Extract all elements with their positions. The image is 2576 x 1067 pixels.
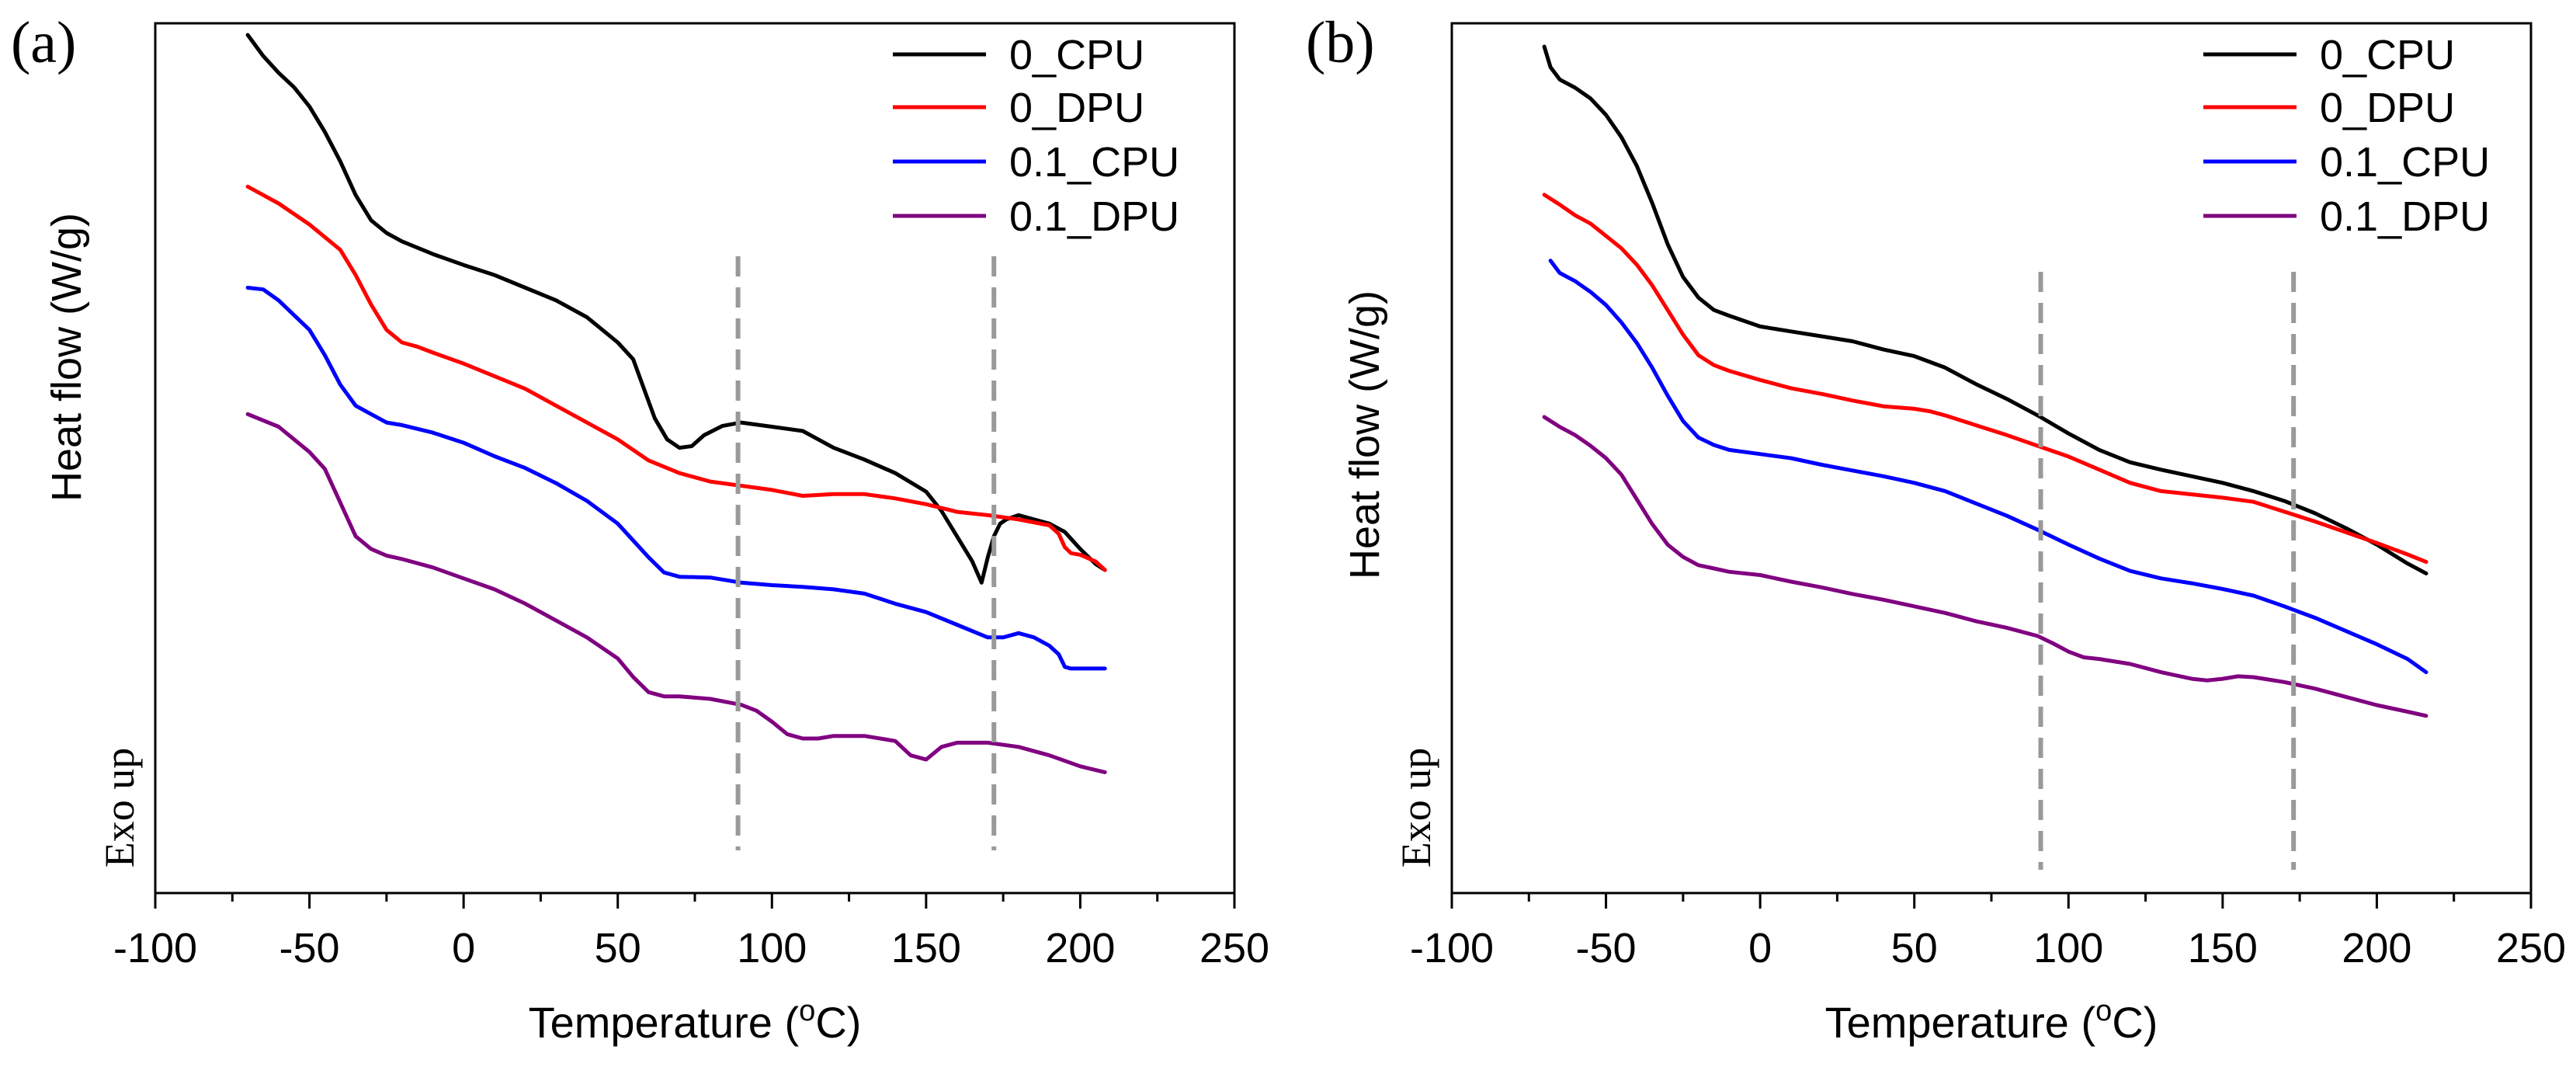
- panel-a-x-axis-title: Temperature (oC): [529, 995, 862, 1047]
- panel-b-x-ticks: [1450, 893, 2533, 909]
- legend-label: 0.1_CPU: [2320, 139, 2490, 186]
- series-line-0.1_CPU: [245, 286, 1107, 671]
- panel-a-label: (a): [11, 10, 76, 75]
- series-line-0_CPU: [1542, 44, 2428, 575]
- x-tick-label: 100: [737, 925, 807, 971]
- panel-b-y-axis-title: Heat flow (W/g): [1342, 290, 1388, 579]
- panel-b: (b) -100 -50 0 50 100 150 200 250 Temper…: [1306, 10, 2566, 1047]
- panel-b-curves: [1542, 44, 2428, 718]
- legend-label: 0_CPU: [2320, 32, 2455, 78]
- x-tick-label: 100: [2033, 925, 2103, 971]
- panel-a-curves: [245, 33, 1107, 774]
- legend-label: 0.1_DPU: [2320, 193, 2490, 240]
- series-line-0.1_DPU: [1542, 415, 2428, 718]
- panel-a-exo-up-label: Exo up: [96, 748, 143, 868]
- panel-a-guide-lines: [735, 256, 997, 850]
- series-line-0_CPU: [245, 33, 1107, 585]
- panel-b-exo-up-label: Exo up: [1393, 748, 1439, 868]
- x-tick-label: 200: [1045, 925, 1115, 971]
- x-axis-unit-close: C): [2112, 998, 2158, 1047]
- x-axis-label: Temperature: [529, 998, 772, 1047]
- x-tick-label: 250: [1199, 925, 1269, 971]
- panel-a-x-ticks: [154, 893, 1236, 909]
- x-tick-label: 0: [1748, 925, 1772, 971]
- panel-b-x-axis-title: Temperature (oC): [1825, 995, 2158, 1047]
- legend-label: 0_DPU: [1009, 85, 1144, 131]
- panel-a-y-axis-title: Heat flow (W/g): [43, 213, 90, 502]
- series-line-0.1_DPU: [245, 412, 1107, 774]
- x-tick-label: -100: [1410, 925, 1494, 971]
- legend-label: 0.1_CPU: [1009, 139, 1179, 186]
- panel-b-legend: 0_CPU 0_DPU 0.1_CPU 0.1_DPU: [2203, 32, 2490, 240]
- series-line-0_DPU: [245, 184, 1107, 572]
- legend-label: 0_CPU: [1009, 32, 1144, 78]
- x-axis-label: Temperature: [1825, 998, 2069, 1047]
- panel-b-guide-lines: [2038, 272, 2297, 870]
- series-line-0.1_CPU: [1548, 259, 2428, 675]
- series-line-0_DPU: [1542, 193, 2428, 565]
- x-tick-label: 0: [452, 925, 475, 971]
- x-tick-label: 200: [2342, 925, 2411, 971]
- panel-a-legend: 0_CPU 0_DPU 0.1_CPU 0.1_DPU: [893, 32, 1179, 240]
- panel-a: (a) -100 -50 0 50 100 150 200 250 Temper…: [11, 10, 1269, 1047]
- x-tick-label: -100: [113, 925, 197, 971]
- x-tick-label: 50: [595, 925, 641, 971]
- x-axis-unit-degree: o: [799, 995, 815, 1027]
- x-tick-label: 50: [1891, 925, 1938, 971]
- panel-b-x-tick-labels: -100 -50 0 50 100 150 200 250: [1410, 925, 2566, 971]
- legend-label: 0.1_DPU: [1009, 193, 1179, 240]
- x-axis-unit-open: (: [2069, 998, 2096, 1047]
- legend-label: 0_DPU: [2320, 85, 2455, 131]
- x-axis-unit-open: (: [772, 998, 800, 1047]
- x-tick-label: -50: [279, 925, 340, 971]
- x-tick-label: 150: [891, 925, 961, 971]
- x-axis-unit-close: C): [815, 998, 861, 1047]
- x-tick-label: 150: [2188, 925, 2258, 971]
- panel-b-label: (b): [1306, 10, 1375, 75]
- x-tick-label: 250: [2496, 925, 2566, 971]
- x-tick-label: -50: [1576, 925, 1637, 971]
- panel-a-x-tick-labels: -100 -50 0 50 100 150 200 250: [113, 925, 1269, 971]
- x-axis-unit-degree: o: [2095, 995, 2112, 1027]
